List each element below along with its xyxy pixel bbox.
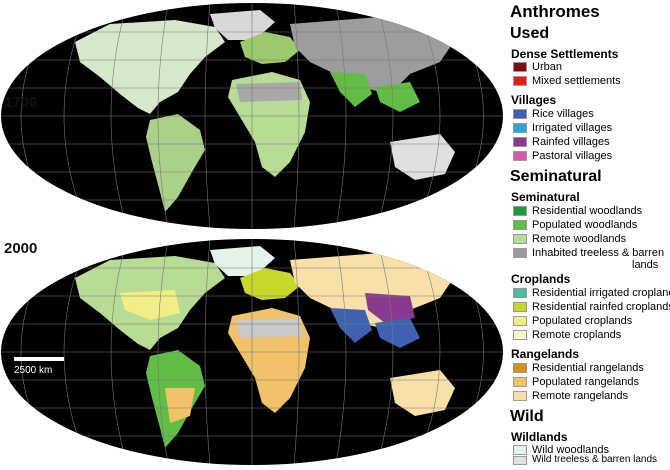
legend-subgroup-croplands: Croplands (511, 272, 571, 286)
legend-item: Residential woodlands (513, 205, 642, 217)
legend-subgroup-dense-settlements: Dense Settlements (511, 47, 619, 61)
legend-swatch (513, 445, 527, 455)
legend-swatch (513, 220, 527, 230)
legend-swatch (513, 316, 527, 326)
legend-item: Remote woodlands (513, 233, 626, 245)
world-map-1700 (1, 3, 503, 229)
legend-group-seminatural: Seminatural (510, 168, 602, 185)
legend-swatch (513, 363, 527, 373)
legend: Anthromes Used Dense Settlements Urban M… (506, 0, 670, 470)
legend-item: Pastoral villages (513, 150, 612, 162)
south-america-range (165, 388, 195, 423)
europe (240, 268, 300, 300)
legend-swatch (513, 109, 527, 119)
legend-item: Mixed settlements (513, 75, 621, 87)
legend-item: Populated rangelands (513, 376, 639, 388)
map-2000 (0, 238, 505, 466)
legend-item: Populated woodlands (513, 219, 637, 231)
legend-item: Rainfed villages (513, 136, 610, 148)
sahara (236, 318, 302, 338)
south-asia (330, 308, 372, 343)
legend-subgroup-seminatural: Seminatural (511, 190, 580, 204)
legend-subgroup-villages: Villages (511, 93, 557, 107)
legend-swatch (513, 302, 527, 312)
legend-item: Wild woodlands (513, 444, 609, 456)
legend-swatch (513, 234, 527, 244)
asia (290, 253, 455, 330)
map-1700 (0, 2, 505, 230)
year-label-1700: 1700 (4, 94, 38, 111)
legend-item: Irrigated villages (513, 122, 612, 134)
sahara (236, 82, 302, 102)
legend-swatch (513, 206, 527, 216)
greenland (210, 10, 275, 40)
south-asia (330, 72, 372, 107)
scale-bar-label: 2500 km (14, 365, 53, 376)
legend-swatch (513, 456, 527, 465)
legend-item: Populated croplands (513, 315, 632, 327)
china (365, 293, 415, 323)
legend-title: Anthromes (510, 2, 600, 21)
year-label-2000: 2000 (4, 240, 38, 257)
legend-swatch (513, 248, 527, 258)
australia (390, 134, 455, 180)
se-asia (375, 318, 420, 348)
legend-swatch (513, 137, 527, 147)
south-america (146, 114, 205, 212)
legend-item: Remote rangelands (513, 390, 628, 402)
scale-bar-line (14, 357, 64, 361)
legend-item: Residential rangelands (513, 362, 644, 374)
legend-swatch (513, 151, 527, 161)
legend-subgroup-wildlands: Wildlands (511, 430, 568, 444)
legend-swatch (513, 330, 527, 340)
legend-item: Remote croplands (513, 329, 621, 341)
legend-item: Residential rainfed croplands (513, 301, 670, 313)
north-america-croplands (120, 290, 180, 320)
europe (240, 32, 300, 64)
scale-bar: 2500 km (14, 357, 64, 376)
legend-swatch (513, 288, 527, 298)
legend-group-used: Used (510, 25, 550, 42)
australia (390, 370, 455, 416)
legend-swatch (513, 391, 527, 401)
legend-item: Wild treeless & barren lands (513, 455, 657, 465)
legend-item: Urban (513, 61, 562, 73)
legend-item: Residential irrigated croplands (513, 287, 670, 299)
legend-item: Rice villages (513, 108, 594, 120)
legend-swatch (513, 76, 527, 86)
legend-subgroup-rangelands: Rangelands (511, 347, 580, 361)
greenland (210, 246, 275, 276)
world-map-2000 (1, 239, 503, 465)
legend-item: Inhabited treeless & barren lands (513, 247, 664, 271)
legend-swatch (513, 123, 527, 133)
asia (290, 17, 455, 94)
se-asia (375, 82, 420, 112)
north-america (75, 20, 225, 114)
legend-swatch (513, 377, 527, 387)
legend-swatch (513, 62, 527, 72)
legend-group-wild: Wild (510, 408, 544, 425)
